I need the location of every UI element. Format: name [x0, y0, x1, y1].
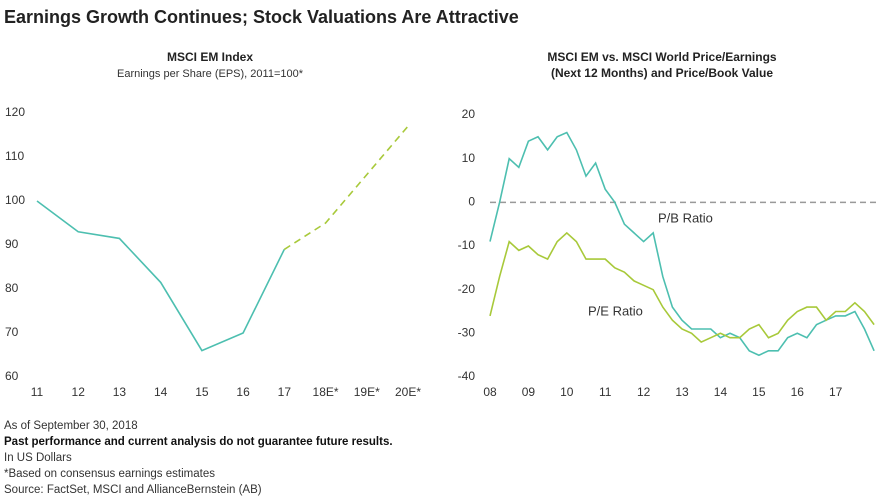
y-tick-label: 80 [5, 281, 19, 295]
page-title: Earnings Growth Continues; Stock Valuati… [4, 7, 519, 27]
y-tick-label: 110 [5, 149, 24, 163]
x-tick-label: 14 [154, 385, 168, 399]
x-tick-label: 12 [72, 385, 86, 399]
y-tick-label: -30 [458, 326, 476, 340]
y-tick-label: 60 [5, 369, 19, 383]
x-tick-label: 11 [31, 385, 44, 399]
series-line [283, 125, 409, 251]
chart-subtitle: Earnings per Share (EPS), 2011=100* [117, 68, 304, 80]
series-line [36, 200, 286, 352]
y-tick-label: 120 [5, 105, 25, 119]
x-tick-label: 16 [236, 385, 250, 399]
y-tick-label: 90 [5, 237, 19, 251]
y-tick-label: 100 [5, 193, 25, 207]
chart-title: MSCI EM vs. MSCI World Price/Earnings [547, 50, 776, 64]
y-tick-label: 10 [462, 151, 476, 165]
series-label: P/E Ratio [588, 303, 643, 318]
note: Source: FactSet, MSCI and AllianceBernst… [4, 484, 262, 496]
x-tick-label: 09 [522, 385, 536, 399]
x-tick-label: 17 [278, 385, 292, 399]
y-tick-label: 20 [462, 107, 476, 121]
x-tick-label: 10 [560, 385, 574, 399]
note: *Based on consensus earnings estimates [4, 468, 215, 480]
x-tick-label: 12 [637, 385, 651, 399]
x-tick-label: 17 [829, 385, 843, 399]
y-tick-label: -20 [458, 282, 476, 296]
x-tick-label: 19E* [354, 385, 380, 399]
y-tick-label: 70 [5, 325, 19, 339]
x-tick-label: 13 [675, 385, 689, 399]
series-line [489, 231, 875, 344]
note: As of September 30, 2018 [4, 420, 138, 432]
note: In US Dollars [4, 452, 72, 464]
x-tick-label: 20E* [395, 385, 421, 399]
y-tick-label: -40 [458, 369, 476, 383]
x-tick-label: 16 [791, 385, 805, 399]
y-tick-label: -10 [458, 238, 476, 252]
chart-title: MSCI EM Index [167, 50, 253, 64]
x-tick-label: 11 [599, 385, 612, 399]
chart-title: (Next 12 Months) and Price/Book Value [551, 66, 773, 80]
x-tick-label: 13 [113, 385, 127, 399]
x-tick-label: 15 [752, 385, 766, 399]
x-tick-label: 15 [195, 385, 209, 399]
x-tick-label: 14 [714, 385, 728, 399]
series-line [489, 131, 875, 357]
x-tick-label: 08 [483, 385, 497, 399]
series-label: P/B Ratio [658, 210, 713, 225]
x-tick-label: 18E* [313, 385, 339, 399]
note: Past performance and current analysis do… [4, 436, 393, 448]
y-tick-label: 0 [468, 195, 475, 209]
